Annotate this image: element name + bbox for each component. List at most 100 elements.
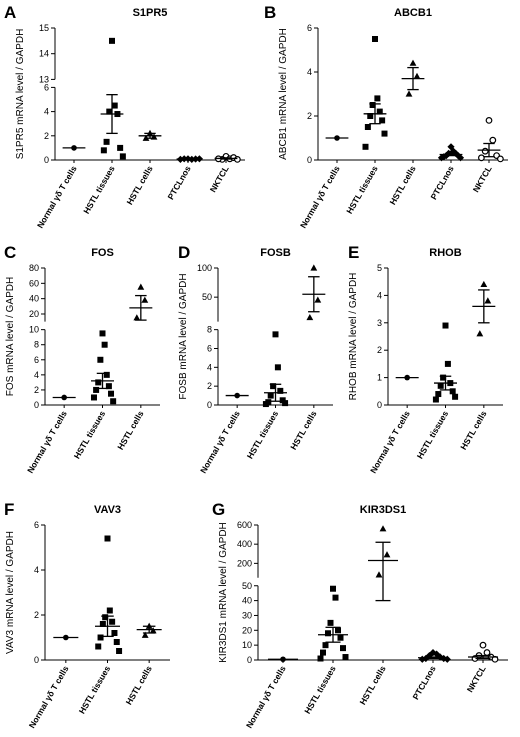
point xyxy=(340,645,346,652)
x-tick-label: Normal γδ T cells xyxy=(35,164,79,230)
point xyxy=(108,390,115,397)
x-tick-label: PTCLnos xyxy=(165,164,192,202)
panel-letter: C xyxy=(4,243,16,262)
x-tick-label: HSTL tissues xyxy=(81,164,117,216)
point xyxy=(452,393,459,400)
point xyxy=(381,130,388,137)
point xyxy=(267,392,274,399)
x-tick-label: Normal γδ T cells xyxy=(198,409,242,475)
point xyxy=(435,391,442,398)
x-tick-label: Normal γδ T cells xyxy=(298,164,342,230)
point xyxy=(105,383,112,390)
point xyxy=(480,280,488,288)
y-tick-label: 40 xyxy=(242,596,252,606)
y-tick-label: 4 xyxy=(307,67,312,77)
point xyxy=(99,621,106,627)
point xyxy=(478,154,485,162)
y-axis-label: ABCB1 mRNA level / GAPDH xyxy=(278,28,289,160)
x-tick-label: HSTL cells xyxy=(288,409,318,452)
point xyxy=(93,386,100,393)
y-tick-label: 2 xyxy=(377,345,382,355)
x-tick-label: PTCLnos xyxy=(428,164,455,202)
y-tick-label: 4 xyxy=(377,290,382,300)
y-tick-label: 6 xyxy=(34,520,39,530)
point xyxy=(376,108,383,115)
x-tick-label: HSTL cells xyxy=(115,409,145,452)
point xyxy=(409,59,417,66)
x-tick-label: HSTL tissues xyxy=(77,664,113,716)
point xyxy=(379,525,387,532)
x-tick-label: HSTL tissues xyxy=(72,409,108,461)
point xyxy=(489,136,497,144)
point xyxy=(322,642,329,649)
y-tick-label: 400 xyxy=(237,539,252,549)
panel-letter: E xyxy=(348,243,359,262)
point xyxy=(379,117,386,124)
x-tick-label: Normal γδ T cells xyxy=(368,409,412,475)
point xyxy=(485,116,493,124)
point xyxy=(314,296,322,303)
x-tick-label: PTCLnos xyxy=(410,664,437,702)
y-tick-label: 4 xyxy=(44,107,49,117)
y-tick-label: 50 xyxy=(202,292,212,302)
point xyxy=(274,364,281,371)
point xyxy=(449,388,456,395)
y-tick-label: 2 xyxy=(34,610,39,620)
x-tick-label: Normal γδ T cells xyxy=(27,664,71,730)
panel-letter: A xyxy=(4,3,16,22)
y-tick-label: 0 xyxy=(34,655,39,665)
point xyxy=(270,383,277,390)
panel-letter: G xyxy=(212,500,225,519)
panel-letter: D xyxy=(178,243,190,262)
y-tick-label: 13 xyxy=(39,74,49,84)
point xyxy=(372,36,378,42)
point xyxy=(342,654,349,661)
y-tick-label: 8 xyxy=(34,340,39,350)
y-tick-label: 20 xyxy=(29,309,39,319)
point xyxy=(90,394,97,401)
point xyxy=(443,655,451,663)
point xyxy=(141,296,149,303)
y-axis-label: FOS mRNA level / GAPDH xyxy=(5,277,16,396)
panel-letter: F xyxy=(4,500,14,519)
y-tick-label: 6 xyxy=(44,82,49,92)
point xyxy=(369,102,376,108)
point xyxy=(383,551,391,558)
point xyxy=(99,330,106,337)
point xyxy=(106,607,113,614)
point xyxy=(362,143,369,150)
point xyxy=(364,124,371,130)
point xyxy=(262,401,269,408)
x-tick-label: HSTL cells xyxy=(124,164,154,207)
panel-title: S1PR5 xyxy=(133,7,168,19)
y-tick-label: 6 xyxy=(207,343,212,353)
point xyxy=(102,614,109,621)
point xyxy=(109,618,116,625)
y-tick-label: 4 xyxy=(34,370,39,380)
point xyxy=(335,627,341,634)
point xyxy=(97,356,104,363)
point xyxy=(497,155,504,163)
y-tick-label: 10 xyxy=(242,640,252,650)
point xyxy=(432,396,439,403)
point xyxy=(413,72,421,79)
panel-letter: B xyxy=(264,3,276,22)
y-tick-label: 5 xyxy=(377,263,382,273)
point xyxy=(476,330,484,337)
point xyxy=(141,631,149,638)
point xyxy=(133,314,141,321)
x-tick-label: HSTL cells xyxy=(357,664,387,707)
point xyxy=(481,147,489,155)
point xyxy=(330,585,336,592)
x-tick-label: Normal γδ T cells xyxy=(25,409,69,475)
x-tick-label: HSTL cells xyxy=(458,409,488,452)
point xyxy=(282,400,289,407)
y-tick-label: 0 xyxy=(44,155,49,165)
y-tick-label: 2 xyxy=(307,111,312,121)
panel-title: FOS xyxy=(91,247,114,259)
point xyxy=(233,155,241,163)
point xyxy=(405,90,413,97)
x-tick-label: NKTCL xyxy=(208,164,231,194)
x-tick-label: NKTCL xyxy=(465,664,488,694)
y-tick-label: 6 xyxy=(307,23,312,33)
